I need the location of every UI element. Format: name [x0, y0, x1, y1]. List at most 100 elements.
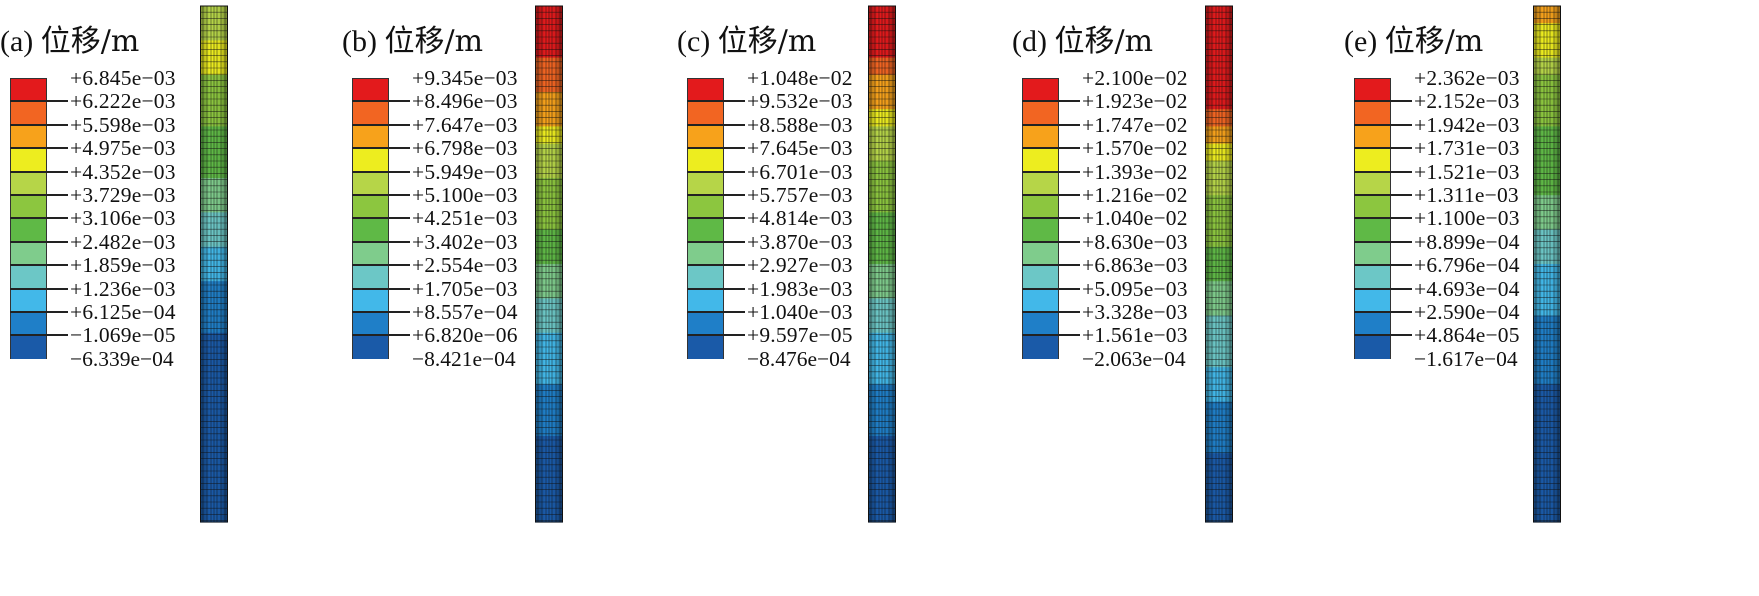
legend-value: +4.975e−03 [70, 136, 176, 161]
legend-tick [1354, 123, 1412, 126]
legend-swatch [1022, 171, 1059, 195]
panel-title: (c) 位移/m [677, 24, 816, 60]
legend-tick [10, 287, 68, 290]
pile-contour [200, 5, 228, 523]
pile-outline [1205, 5, 1233, 523]
panel-title: (a) 位移/m [0, 24, 139, 60]
legend-tick [352, 334, 410, 337]
legend-tick [687, 100, 745, 103]
legend-swatch [1354, 241, 1391, 266]
panel-c: (c) 位移/m +1.048e−02 +9.532e−03 +8.588e−03 +7… [677, 0, 1007, 596]
legend-tick [1354, 264, 1412, 267]
legend-value: +1.311e−03 [1414, 182, 1519, 207]
legend-tick [10, 334, 68, 337]
legend-tick [687, 264, 745, 267]
legend-value: +3.870e−03 [747, 229, 853, 254]
legend-swatch [1354, 101, 1391, 125]
pile-outline [200, 5, 228, 523]
legend-swatch [687, 335, 724, 359]
legend-swatch [10, 311, 47, 336]
legend-tick [687, 334, 745, 337]
legend-value: +1.521e−03 [1414, 159, 1520, 184]
legend-swatch [1022, 288, 1059, 312]
legend-value: +4.693e−04 [1414, 276, 1520, 301]
legend-value: +1.747e−02 [1082, 112, 1188, 137]
legend-value: +8.496e−03 [412, 89, 518, 114]
legend-tick [1022, 217, 1080, 220]
legend-value: +9.532e−03 [747, 89, 853, 114]
legend-swatch [1354, 124, 1391, 149]
legend-tick [1022, 170, 1080, 173]
quantity-name: 位移 [40, 25, 101, 58]
legend-swatch [1022, 124, 1059, 149]
legend-tick [352, 123, 410, 126]
legend-tick [10, 123, 68, 126]
legend-tick [687, 217, 745, 220]
panel-title: (b) 位移/m [342, 24, 483, 60]
legend-value: +5.100e−03 [412, 182, 518, 207]
legend-value: +9.345e−03 [412, 66, 518, 90]
legend-value: +1.731e−03 [1414, 136, 1520, 161]
legend-swatch [1354, 311, 1391, 336]
legend-tick [352, 287, 410, 290]
legend-swatch [352, 311, 389, 336]
legend-tick [687, 123, 745, 126]
legend-value: +3.402e−03 [412, 229, 518, 254]
legend-tick [1022, 334, 1080, 337]
legend-value: −1.069e−05 [70, 323, 176, 348]
legend-swatch [687, 124, 724, 149]
legend-tick [1354, 193, 1412, 196]
legend-value: +8.557e−04 [412, 299, 518, 324]
unit-label: /m [777, 24, 817, 59]
legend-swatch [1022, 101, 1059, 125]
legend-swatch [687, 218, 724, 242]
panel-e: (e) 位移/m +2.362e−03 +2.152e−03 +1.942e−03 +1… [1344, 0, 1674, 596]
legend-value: +1.705e−03 [412, 276, 518, 301]
legend-value: +1.216e−02 [1082, 182, 1188, 207]
legend-swatch [687, 194, 724, 219]
legend-tick [1354, 170, 1412, 173]
legend-value: +2.590e−04 [1414, 299, 1520, 324]
legend-tick [10, 264, 68, 267]
panel-label: (a) [0, 25, 34, 58]
legend-value: +5.949e−03 [412, 159, 518, 184]
legend-swatch [10, 218, 47, 242]
quantity-name: 位移 [1384, 25, 1445, 58]
legend-value: +7.645e−03 [747, 136, 853, 161]
legend-swatch [687, 265, 724, 289]
legend-swatch [10, 288, 47, 312]
legend-tick [687, 310, 745, 313]
legend-value: +1.040e−02 [1082, 206, 1188, 231]
legend-tick [1022, 240, 1080, 243]
panel-label: (d) [1012, 25, 1047, 58]
legend-swatch [1354, 171, 1391, 195]
legend-swatch [352, 101, 389, 125]
legend-tick [352, 100, 410, 103]
legend-tick [352, 240, 410, 243]
legend-value: +3.106e−03 [70, 206, 176, 231]
legend-value: +6.798e−03 [412, 136, 518, 161]
legend-swatch [10, 241, 47, 266]
legend-value: +2.482e−03 [70, 229, 176, 254]
legend-value: −8.421e−04 [412, 346, 516, 371]
legend-value: +1.040e−03 [747, 299, 853, 324]
legend-value: +4.864e−05 [1414, 323, 1520, 348]
legend-tick [352, 170, 410, 173]
legend-tick [1022, 310, 1080, 313]
legend-value: +2.152e−03 [1414, 89, 1520, 114]
legend-swatch [687, 171, 724, 195]
legend-tick [1022, 123, 1080, 126]
legend-tick [687, 287, 745, 290]
legend-value: +2.927e−03 [747, 253, 853, 278]
legend-swatch [1022, 335, 1059, 359]
legend-value: −8.476e−04 [747, 346, 851, 371]
panel-label: (c) [677, 25, 711, 58]
legend-swatch [1354, 265, 1391, 289]
legend-value: +6.222e−03 [70, 89, 176, 114]
legend-swatch [352, 171, 389, 195]
legend-value: +6.845e−03 [70, 66, 176, 90]
legend-value: +6.820e−06 [412, 323, 518, 348]
legend-value: +8.899e−04 [1414, 229, 1520, 254]
legend-tick [1022, 147, 1080, 150]
